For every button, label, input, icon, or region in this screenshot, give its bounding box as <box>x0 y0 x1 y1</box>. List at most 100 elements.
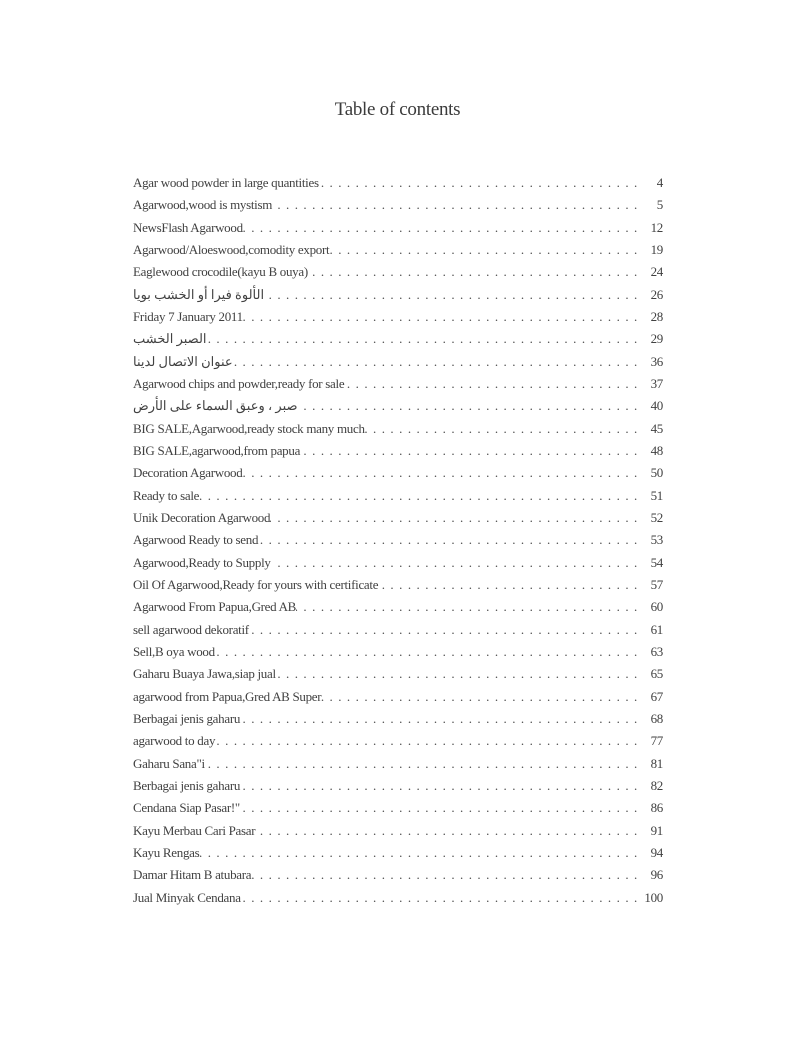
toc-entry-page: 63 <box>650 643 664 659</box>
toc-entry-title[interactable]: Jual Minyak Cendana <box>133 889 241 905</box>
toc-entry-title[interactable]: NewsFlash Agarwood <box>133 219 243 235</box>
toc-entry[interactable]: Agar wood powder in large quantities. . … <box>133 172 663 194</box>
toc-entry[interactable]: Damar Hitam B atubara. . . . . . . . . .… <box>133 864 663 886</box>
toc-entry-title[interactable]: Gaharu Buaya Jawa,siap jual <box>133 666 276 682</box>
toc-entry-page: 67 <box>650 688 664 704</box>
toc-entry[interactable]: BIG SALE,Agarwood,ready stock many much.… <box>133 418 663 440</box>
toc-entry-title[interactable]: agarwood to day <box>133 733 216 749</box>
toc-entry[interactable]: Sell,B oya wood. . . . . . . . . . . . .… <box>133 641 663 663</box>
toc-entry-page: 68 <box>650 710 664 726</box>
toc-entry-title[interactable]: Agarwood,wood is mystism <box>133 197 273 213</box>
toc-entry[interactable]: Agarwood chips and powder,ready for sale… <box>133 373 663 395</box>
toc-entry[interactable]: Eaglewood crocodile(kayu B ouya). . . . … <box>133 261 663 283</box>
toc-entry-title[interactable]: Agar wood powder in large quantities <box>133 175 319 190</box>
toc-entry-title[interactable]: Oil Of Agarwood,Ready for yours with cer… <box>133 576 379 592</box>
toc-entry-title[interactable]: Eaglewood crocodile(kayu B ouya) <box>133 264 308 280</box>
toc-entry[interactable]: Cendana Siap Pasar!". . . . . . . . . . … <box>133 797 663 819</box>
toc-entry-title[interactable]: عنوان الاتصال لدينا <box>133 353 233 369</box>
toc-entry-title[interactable]: Decoration Agarwood <box>133 465 243 481</box>
toc-entry-title[interactable]: Berbagai jenis gaharu <box>133 777 241 793</box>
toc-entry-title[interactable]: Ready to sale <box>133 487 200 503</box>
toc-entry-title[interactable]: Agarwood,Ready to Supply <box>133 554 271 570</box>
toc-entry-page: 28 <box>650 308 664 324</box>
toc-entry[interactable]: Gaharu Buaya Jawa,siap jual. . . . . . .… <box>133 663 663 685</box>
dot-leader: . . . . . . . . . . . . . . . . . . . . … <box>207 331 638 347</box>
toc-entry-title[interactable]: Damar Hitam B atubara <box>133 867 252 883</box>
dot-leader: . . . . . . . . . . . . . . . . . . . . … <box>242 219 638 235</box>
toc-entry[interactable]: Berbagai jenis gaharu. . . . . . . . . .… <box>133 708 663 730</box>
dot-leader: . . . . . . . . . . . . . . . . . . . . … <box>199 487 637 503</box>
toc-entry-page: 100 <box>644 889 663 905</box>
toc-entry-page: 45 <box>650 420 664 436</box>
toc-entry-page: 57 <box>650 576 664 592</box>
toc-entry-title[interactable]: صبر ، وعبق السماء على الأرض <box>133 398 298 414</box>
dot-leader: . . . . . . . . . . . . . . . . . . . . … <box>242 465 637 481</box>
toc-entry[interactable]: عنوان الاتصال لدينا. . . . . . . . . . .… <box>133 351 663 373</box>
toc-entry[interactable]: Friday 7 January 2011. . . . . . . . . .… <box>133 306 663 328</box>
toc-entry-title[interactable]: الألوة فيرا أو الخشب بويا <box>133 286 265 302</box>
toc-entry[interactable]: Ready to sale. . . . . . . . . . . . . .… <box>133 485 663 507</box>
toc-entry-page: 26 <box>650 286 664 302</box>
toc-entry[interactable]: agarwood from Papua,Gred AB Super. . . .… <box>133 686 663 708</box>
dot-leader: . . . . . . . . . . . . . . . . . . . . … <box>241 889 638 905</box>
toc-entry-page: 65 <box>650 666 664 682</box>
toc-entry-title[interactable]: Sell,B oya wood <box>133 643 215 659</box>
dot-leader: . . . . . . . . . . . . . . . . . . . . … <box>240 800 637 816</box>
toc-entry-page: 54 <box>650 554 664 570</box>
toc-entry-page: 5 <box>656 197 664 213</box>
toc-entry[interactable]: Kayu Merbau Cari Pasar. . . . . . . . . … <box>133 820 663 842</box>
toc-entry[interactable]: Kayu Rengas. . . . . . . . . . . . . . .… <box>133 842 663 864</box>
toc-entry[interactable]: agarwood to day. . . . . . . . . . . . .… <box>133 730 663 752</box>
toc-entry-title[interactable]: Unik Decoration Agarwood <box>133 509 271 525</box>
toc-entry-title[interactable]: Agarwood From Papua,Gred AB <box>133 599 297 615</box>
toc-entry[interactable]: NewsFlash Agarwood. . . . . . . . . . . … <box>133 217 663 239</box>
toc-entry[interactable]: Agarwood,wood is mystism. . . . . . . . … <box>133 194 663 216</box>
toc-entry-title[interactable]: Kayu Rengas <box>133 844 200 860</box>
dot-leader: . . . . . . . . . . . . . . . . . . . . … <box>344 375 637 391</box>
dot-leader: . . . . . . . . . . . . . . . . . . . . … <box>205 755 638 771</box>
toc-entry[interactable]: Jual Minyak Cendana. . . . . . . . . . .… <box>133 887 663 909</box>
dot-leader: . . . . . . . . . . . . . . . . . . . . … <box>264 286 637 302</box>
toc-entry[interactable]: Unik Decoration Agarwood. . . . . . . . … <box>133 507 663 529</box>
dot-leader: . . . . . . . . . . . . . . . . . . . . … <box>258 532 637 548</box>
toc-entry[interactable]: Gaharu Sana"i. . . . . . . . . . . . . .… <box>133 753 663 775</box>
toc-entry-page: 82 <box>650 777 664 793</box>
toc-entry[interactable]: Agarwood,Ready to Supply. . . . . . . . … <box>133 552 663 574</box>
toc-entry-title[interactable]: agarwood from Papua,Gred AB Super <box>133 688 322 704</box>
toc-entry-title[interactable]: الصبر الخشب <box>133 331 207 347</box>
dot-leader: . . . . . . . . . . . . . . . . . . . . … <box>296 599 637 615</box>
toc-entry[interactable]: sell agarwood dekoratif. . . . . . . . .… <box>133 619 663 641</box>
toc-entry[interactable]: Agarwood/Aloeswood,comodity export. . . … <box>133 239 663 261</box>
toc-entry-page: 51 <box>650 487 664 503</box>
toc-entry-title[interactable]: Cendana Siap Pasar!" <box>133 800 240 816</box>
toc-entry-title[interactable]: Agarwood chips and powder,ready for sale <box>133 375 345 391</box>
toc-entry[interactable]: الألوة فيرا أو الخشب بويا. . . . . . . .… <box>133 284 663 306</box>
toc-entry[interactable]: صبر ، وعبق السماء على الأرض. . . . . . .… <box>133 395 663 417</box>
toc-entry-title[interactable]: Berbagai jenis gaharu <box>133 710 241 726</box>
toc-entry-title[interactable]: sell agarwood dekoratif <box>133 621 249 637</box>
toc-entry-page: 50 <box>650 465 664 481</box>
toc-entry-title[interactable]: BIG SALE,Agarwood,ready stock many much <box>133 420 365 436</box>
toc-entry[interactable]: Oil Of Agarwood,Ready for yours with cer… <box>133 574 663 596</box>
dot-leader: . . . . . . . . . . . . . . . . . . . . … <box>321 688 637 704</box>
dot-leader: . . . . . . . . . . . . . . . . . . . . … <box>215 643 637 659</box>
toc-entry[interactable]: Berbagai jenis gaharu. . . . . . . . . .… <box>133 775 663 797</box>
toc-entry-title[interactable]: Friday 7 January 2011 <box>133 308 243 324</box>
toc-entry[interactable]: Decoration Agarwood. . . . . . . . . . .… <box>133 462 663 484</box>
toc-entry-page: 52 <box>650 509 664 525</box>
toc-entry-title[interactable]: Agarwood Ready to send <box>133 532 259 548</box>
dot-leader: . . . . . . . . . . . . . . . . . . . . … <box>308 264 637 280</box>
toc-entry[interactable]: الصبر الخشب. . . . . . . . . . . . . . .… <box>133 328 663 350</box>
toc-entry-page: 91 <box>650 822 664 838</box>
toc-entry[interactable]: Agarwood Ready to send. . . . . . . . . … <box>133 529 663 551</box>
toc-entry-title[interactable]: Kayu Merbau Cari Pasar <box>133 822 256 838</box>
dot-leader: . . . . . . . . . . . . . . . . . . . . … <box>365 420 638 436</box>
toc-entry[interactable]: BIG SALE,agarwood,from papua. . . . . . … <box>133 440 663 462</box>
toc-entry-title[interactable]: Agarwood/Aloeswood,comodity export <box>133 241 330 257</box>
toc-entry[interactable]: Agarwood From Papua,Gred AB. . . . . . .… <box>133 596 663 618</box>
dot-leader: . . . . . . . . . . . . . . . . . . . . … <box>255 822 637 838</box>
dot-leader: . . . . . . . . . . . . . . . . . . . . … <box>298 398 638 414</box>
toc-entry-title[interactable]: BIG SALE,agarwood,from papua <box>133 442 301 458</box>
toc-entry-title[interactable]: Gaharu Sana"i <box>133 755 205 771</box>
